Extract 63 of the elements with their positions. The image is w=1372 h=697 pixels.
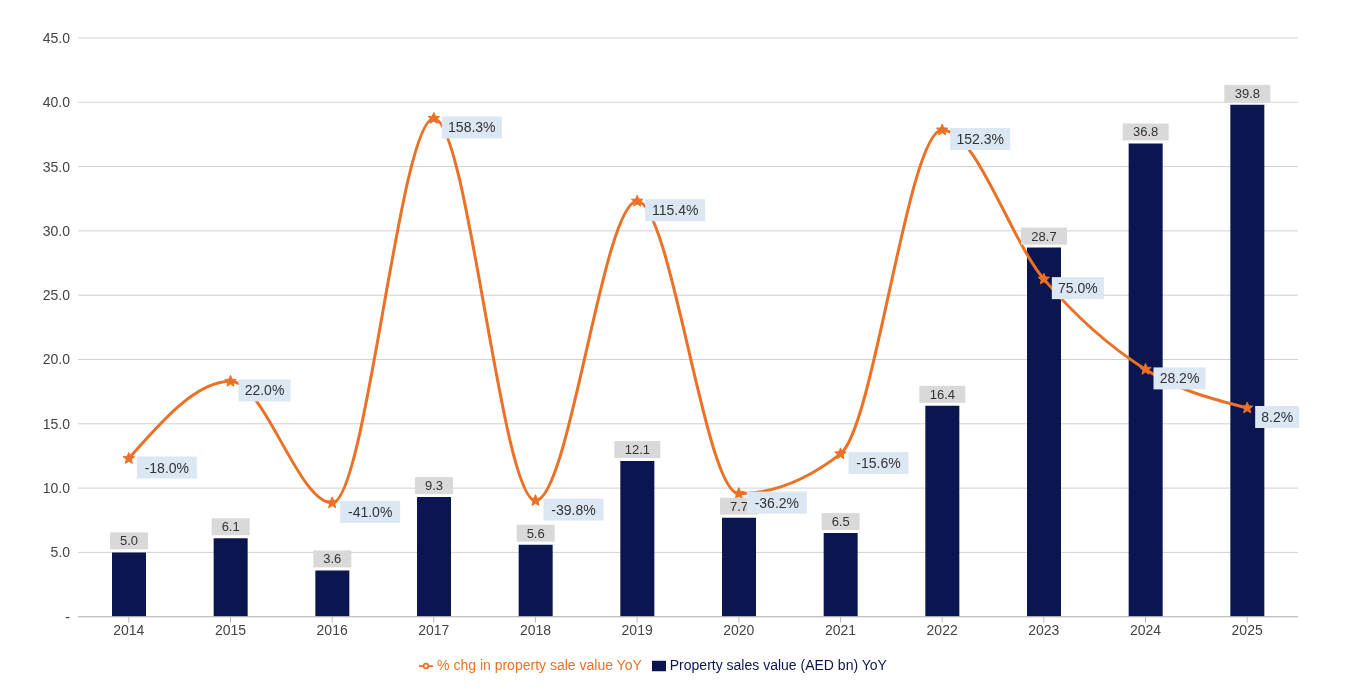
- data-label: -39.8%: [551, 501, 596, 518]
- x-tick-label: 2023: [1028, 621, 1060, 638]
- point: [224, 374, 237, 387]
- x-tick-label: 2014: [113, 621, 145, 638]
- data-label: 8.2%: [1261, 408, 1294, 425]
- data-label: 28.7: [1031, 228, 1057, 244]
- y-tick-label: 20.0: [42, 351, 71, 368]
- y-tick-label: -: [65, 608, 71, 625]
- y-tick-label: 25.0: [42, 287, 71, 304]
- data-label: 12.1: [624, 442, 650, 458]
- bar: [823, 533, 858, 617]
- x-tick-label: 2019: [621, 621, 653, 638]
- point: [122, 452, 136, 464]
- point: [325, 496, 339, 509]
- data-label: 16.4: [929, 386, 955, 402]
- data-label: 3.6: [323, 551, 342, 567]
- data-label: 5.6: [526, 525, 545, 541]
- legend-label: Property sales value (AED bn) YoY: [669, 656, 887, 673]
- data-label: 75.0%: [1057, 280, 1098, 297]
- y-tick-label: 45.0: [42, 29, 71, 46]
- point: [935, 123, 949, 136]
- x-tick-label: 2017: [418, 621, 450, 638]
- point: [732, 487, 746, 499]
- data-label: 115.4%: [651, 202, 699, 219]
- point: [630, 194, 644, 207]
- point: [1240, 401, 1254, 414]
- data-label: 9.3: [424, 478, 444, 494]
- point: [529, 494, 542, 506]
- data-label: 6.1: [221, 519, 240, 535]
- legend-label: % chg in property sale value YoY: [437, 656, 642, 673]
- data-label: -41.0%: [347, 503, 393, 520]
- point: [1037, 272, 1051, 285]
- data-label: 39.8: [1234, 85, 1260, 101]
- data-label: 28.2%: [1159, 370, 1200, 387]
- data-label: 7.7: [729, 498, 749, 514]
- data-label: 36.8: [1133, 124, 1159, 140]
- point: [834, 447, 847, 460]
- x-tick-label: 2020: [723, 621, 755, 638]
- data-label: 6.5: [831, 514, 850, 530]
- x-tick-label: 2021: [824, 621, 857, 638]
- bar: [417, 497, 451, 617]
- y-tick-label: 15.0: [42, 415, 71, 432]
- y-tick-label: 30.0: [42, 222, 71, 239]
- data-label: -15.6%: [856, 454, 901, 471]
- data-label: -36.2%: [754, 494, 800, 511]
- x-tick-label: 2025: [1231, 621, 1263, 638]
- data-label: 158.3%: [448, 119, 496, 136]
- x-tick-label: 2018: [519, 621, 552, 638]
- data-label: 152.3%: [956, 131, 1004, 148]
- y-tick-label: 10.0: [42, 480, 71, 497]
- y-tick-label: 40.0: [42, 94, 71, 111]
- point: [427, 111, 441, 124]
- y-tick-label: 5.0: [50, 544, 71, 561]
- data-label: 5.0: [119, 533, 139, 549]
- x-tick-label: 2022: [926, 621, 958, 638]
- x-tick-label: 2015: [214, 621, 247, 638]
- data-label: -18.0%: [144, 459, 190, 476]
- point: [1139, 362, 1152, 375]
- x-tick-label: 2016: [316, 621, 348, 638]
- x-tick-label: 2024: [1129, 621, 1162, 638]
- data-label: 22.0%: [244, 382, 285, 399]
- bar: [620, 461, 655, 617]
- y-tick-label: 35.0: [42, 158, 71, 175]
